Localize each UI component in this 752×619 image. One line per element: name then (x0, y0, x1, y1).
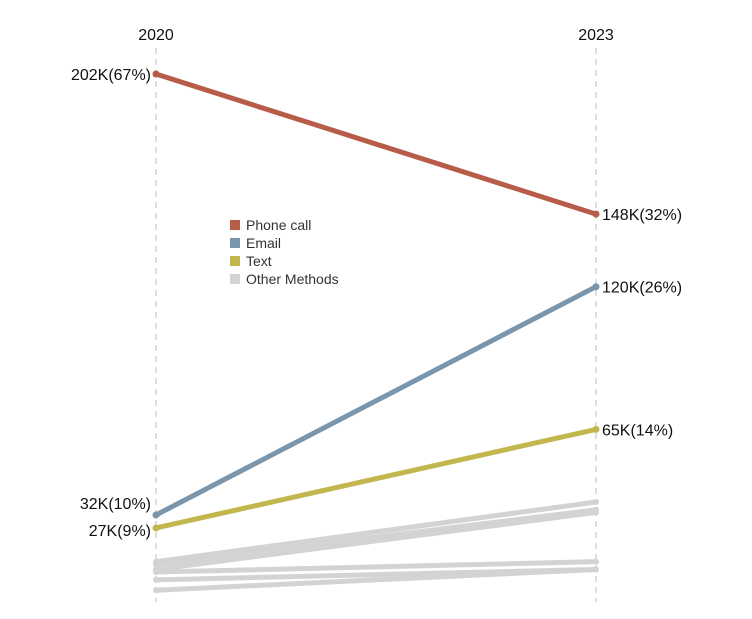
series-line-text (153, 426, 599, 531)
point-other-methods-2023 (593, 499, 599, 506)
point-email-2023 (592, 283, 600, 291)
series-line-other-4 (153, 507, 599, 567)
data-label-text-2020: 27K(9%) (89, 523, 151, 540)
point-phone-call-2020 (152, 70, 160, 78)
x-tick-2020: 2020 (138, 27, 174, 44)
series-line-other-6 (153, 559, 599, 575)
series-line-other-5 (153, 509, 599, 572)
series-line-phone-call (153, 71, 599, 217)
data-label-phone-call-2020: 202K(67%) (71, 67, 151, 84)
series-line-other-methods (153, 499, 599, 565)
legend-label-text: Text (246, 253, 272, 269)
legend-swatch-text (230, 256, 240, 266)
legend-label-phone-call: Phone call (246, 217, 311, 233)
series-lines (152, 70, 600, 594)
legend-swatch-other-methods (230, 274, 240, 284)
data-label-email-2020: 32K(10%) (80, 496, 151, 513)
legend: Phone call Email Text Other Methods (230, 217, 339, 287)
legend-label-other-methods: Other Methods (246, 271, 339, 287)
series-line-other-7 (153, 566, 599, 583)
point-email-2020 (152, 511, 160, 519)
data-label-email-2023: 120K(26%) (602, 280, 682, 297)
point-text-2020 (152, 524, 160, 532)
point-other-5-2020 (153, 566, 159, 573)
value-labels: 27K(9%) 65K(14%) 32K(10%) 120K(26%) 202K(67%… (71, 67, 682, 540)
legend-swatch-email (230, 238, 240, 248)
data-label-text-2023: 65K(14%) (602, 422, 673, 439)
point-phone-call-2023 (592, 210, 600, 218)
x-tick-2023: 2023 (578, 27, 614, 44)
data-label-phone-call-2023: 148K(32%) (602, 207, 682, 224)
point-other-4-2023 (593, 506, 599, 513)
point-other-8-2020 (153, 587, 159, 594)
legend-swatch-phone-call (230, 220, 240, 230)
point-other-methods-2020 (153, 558, 159, 565)
legend-label-email: Email (246, 235, 281, 251)
point-other-7-2020 (153, 576, 159, 583)
series-line-email (153, 284, 599, 518)
point-text-2023 (592, 425, 600, 433)
point-other-6-2023 (593, 558, 599, 565)
point-other-7-2023 (593, 566, 599, 573)
